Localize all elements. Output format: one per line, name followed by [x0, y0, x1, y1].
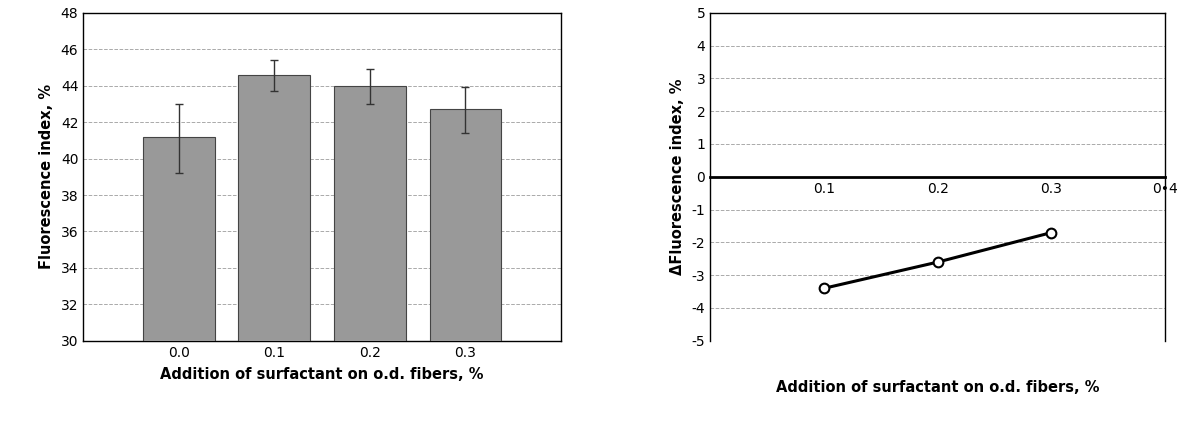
- X-axis label: Addition of surfactant on o.d. fibers, %: Addition of surfactant on o.d. fibers, %: [776, 380, 1100, 395]
- Bar: [334, 86, 405, 426]
- Y-axis label: ΔFluorescence index, %: ΔFluorescence index, %: [669, 78, 685, 275]
- Bar: [239, 75, 310, 426]
- X-axis label: Addition of surfactant on o.d. fibers, %: Addition of surfactant on o.d. fibers, %: [161, 367, 484, 382]
- Bar: [143, 137, 214, 426]
- Y-axis label: Fluorescence index, %: Fluorescence index, %: [39, 84, 54, 269]
- Bar: [429, 109, 502, 426]
